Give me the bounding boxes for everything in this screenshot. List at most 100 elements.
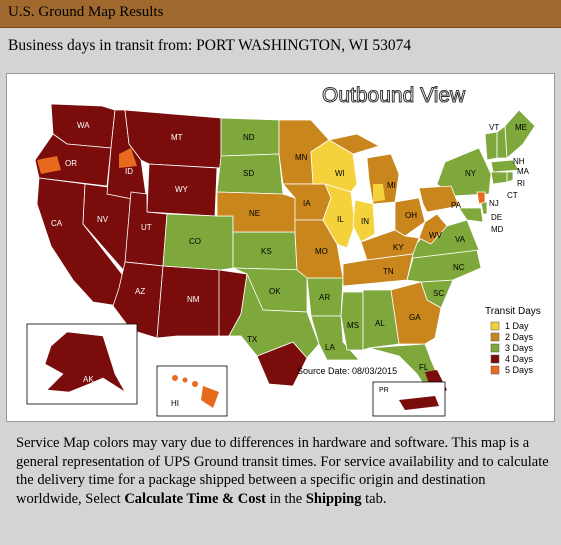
- label-nm: NM: [187, 295, 200, 304]
- map-frame: Outbound View: [0, 68, 561, 427]
- disclaimer-part-1: Service Map colors may vary due to diffe…: [16, 435, 549, 507]
- legend-swatch-2-days: [490, 332, 500, 342]
- label-tn: TN: [383, 267, 394, 276]
- state-vt[interactable]: [484, 131, 498, 161]
- territory-pr[interactable]: [399, 396, 439, 410]
- label-pa: PA: [451, 201, 462, 210]
- label-ne: NE: [249, 209, 260, 218]
- label-wy: WY: [175, 185, 189, 194]
- state-label-group-dark: CO ND SD NE KS OK TX MN IA MO AR LA WI I…: [189, 123, 530, 372]
- label-ny: NY: [465, 169, 477, 178]
- label-ar: AR: [319, 293, 330, 302]
- label-ks: KS: [261, 247, 272, 256]
- state-wi[interactable]: [310, 139, 358, 193]
- label-al: AL: [375, 319, 385, 328]
- label-wv: WV: [429, 231, 443, 240]
- label-in: IN: [361, 217, 369, 226]
- state-il[interactable]: [322, 183, 356, 249]
- shipping-tab-emphasis: Shipping: [305, 490, 362, 507]
- state-wv[interactable]: [418, 213, 448, 245]
- state-label-group: WA OR CA NV ID MT WY UT AZ NM FL: [51, 121, 377, 358]
- legend-label-3-days: 3 Days: [505, 343, 534, 353]
- label-fl-white: FL: [367, 349, 377, 358]
- legend-label-1-day: 1 Day: [505, 321, 529, 331]
- state-pa[interactable]: [418, 185, 460, 213]
- state-ne[interactable]: [216, 191, 298, 233]
- label-ca: CA: [51, 219, 63, 228]
- outbound-view-title: Outbound View: [322, 84, 466, 107]
- source-date: Source Date: 08/03/2015: [297, 366, 397, 376]
- hawaii-inset: [156, 365, 228, 417]
- label-wi: WI: [335, 169, 345, 178]
- label-nj: NJ: [489, 199, 499, 208]
- state-or[interactable]: [34, 133, 112, 187]
- disclaimer-part-2: in the: [265, 490, 306, 507]
- label-ok: OK: [269, 287, 281, 296]
- label-wa: WA: [77, 121, 90, 130]
- label-me: ME: [515, 123, 527, 132]
- label-tx: TX: [247, 335, 258, 344]
- disclaimer-text: Service Map colors may vary due to diffe…: [16, 434, 552, 508]
- label-az: AZ: [135, 287, 145, 296]
- title-bar: U.S. Ground Map Results: [0, 0, 561, 28]
- label-ak: AK: [83, 375, 94, 384]
- legend-label-4-days: 4 Days: [505, 354, 534, 364]
- legend: 1 Day 2 Days 3 Days 4 Days 5 Days: [490, 321, 534, 375]
- label-ga: GA: [409, 313, 421, 322]
- label-oh: OH: [405, 211, 417, 220]
- label-mn: MN: [295, 153, 308, 162]
- state-or-5day-zone: [37, 156, 61, 174]
- transit-map: Outbound View: [6, 73, 555, 422]
- label-id: ID: [125, 167, 133, 176]
- state-ct[interactable]: [490, 171, 508, 185]
- state-id-5day-zone: [119, 148, 137, 168]
- page-title: U.S. Ground Map Results: [8, 4, 164, 20]
- label-nv: NV: [97, 215, 109, 224]
- state-tx[interactable]: [228, 272, 320, 359]
- state-tn[interactable]: [342, 253, 414, 287]
- state-hi[interactable]: [172, 375, 219, 408]
- label-or: OR: [65, 159, 77, 168]
- transit-info-bar: Business days in transit from: PORT WASH…: [0, 28, 561, 68]
- state-ga[interactable]: [390, 281, 442, 345]
- label-nc: NC: [453, 263, 465, 272]
- label-md: MD: [491, 225, 504, 234]
- state-ma[interactable]: [490, 159, 520, 173]
- label-mo: MO: [315, 247, 328, 256]
- label-de: DE: [491, 213, 502, 222]
- label-co: CO: [189, 237, 201, 246]
- label-il: IL: [337, 215, 344, 224]
- disclaimer-panel: Service Map colors may vary due to diffe…: [0, 427, 561, 545]
- label-la: LA: [325, 343, 335, 352]
- legend-label-5-days: 5 Days: [505, 365, 534, 375]
- legend-title: Transit Days: [485, 306, 541, 317]
- transit-origin-text: Business days in transit from: PORT WASH…: [8, 37, 412, 54]
- label-ms: MS: [347, 321, 359, 330]
- state-me[interactable]: [504, 109, 536, 159]
- state-oh[interactable]: [394, 197, 426, 237]
- state-ms[interactable]: [340, 291, 364, 351]
- state-nj[interactable]: [476, 191, 486, 205]
- disclaimer-part-3: tab.: [361, 490, 387, 507]
- label-fl: FL: [419, 363, 429, 372]
- state-ny[interactable]: [436, 147, 492, 197]
- label-ky: KY: [393, 243, 404, 252]
- label-ma: MA: [517, 167, 530, 176]
- state-md[interactable]: [458, 207, 484, 223]
- label-ia: IA: [303, 199, 311, 208]
- label-va: VA: [455, 235, 466, 244]
- label-vt: VT: [489, 123, 499, 132]
- label-sc: SC: [433, 289, 444, 298]
- label-sd: SD: [243, 169, 254, 178]
- state-ak[interactable]: [44, 331, 126, 393]
- legend-swatch-1-day: [490, 321, 500, 331]
- legend-swatch-5-days: [490, 365, 500, 375]
- state-in[interactable]: [352, 199, 376, 243]
- label-ut: UT: [141, 223, 152, 232]
- label-mt: MT: [171, 133, 183, 142]
- legend-swatch-4-days: [490, 354, 500, 364]
- state-ri[interactable]: [506, 171, 514, 183]
- label-mi: MI: [387, 181, 396, 190]
- state-mi-1day: [373, 184, 385, 202]
- state-al[interactable]: [362, 289, 400, 351]
